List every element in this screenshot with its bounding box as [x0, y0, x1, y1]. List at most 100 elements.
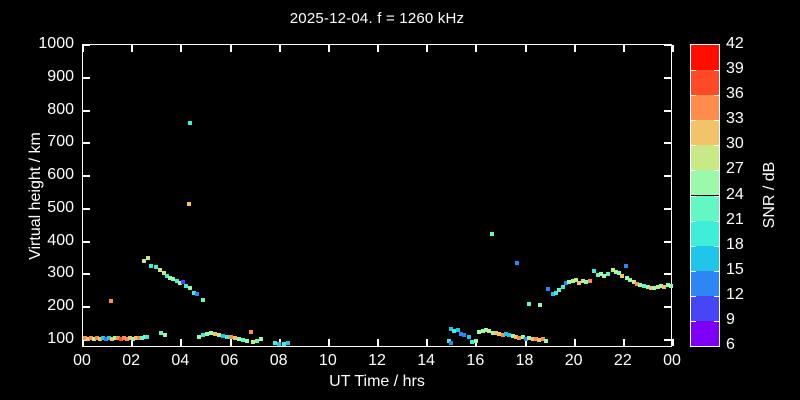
x-tick — [327, 339, 330, 346]
data-point — [213, 331, 217, 336]
data-point — [577, 280, 582, 285]
data-point — [527, 301, 532, 306]
data-point — [192, 290, 197, 295]
x-tick-label: 22 — [613, 352, 632, 369]
data-point — [649, 285, 654, 290]
data-point — [272, 340, 277, 345]
data-point — [241, 337, 246, 342]
y-tick — [83, 273, 90, 276]
data-point — [659, 283, 664, 288]
y-tick-label: 900 — [47, 67, 74, 85]
data-point — [168, 275, 173, 280]
y-tick-right — [664, 44, 671, 46]
data-point — [602, 273, 607, 278]
data-point — [154, 264, 158, 269]
colorbar-tick-label: 21 — [726, 210, 744, 228]
data-point — [236, 336, 241, 341]
data-point — [109, 298, 114, 303]
data-point — [462, 332, 467, 337]
data-point — [251, 339, 256, 344]
colorbar-tick — [691, 220, 696, 222]
data-point — [521, 334, 526, 339]
colorbar-tick — [691, 120, 696, 122]
colorbar-tick — [714, 120, 719, 122]
data-point — [131, 336, 136, 341]
x-tick-top — [278, 45, 281, 52]
data-point — [632, 279, 637, 284]
data-point — [656, 284, 661, 289]
data-point — [162, 270, 167, 275]
colorbar-tick-label: 15 — [726, 260, 744, 278]
data-point — [122, 336, 127, 341]
data-point — [581, 278, 586, 283]
colorbar-tick — [691, 170, 696, 172]
data-point — [574, 277, 579, 282]
y-tick-right — [664, 109, 671, 112]
data-point — [82, 336, 87, 341]
data-point — [546, 286, 551, 291]
data-point — [107, 336, 112, 341]
data-point — [551, 291, 556, 296]
data-point — [570, 278, 575, 283]
x-tick-top — [426, 45, 429, 52]
data-point — [449, 326, 453, 331]
data-point — [510, 333, 515, 338]
x-tick-top — [180, 45, 183, 52]
data-point — [625, 275, 630, 280]
x-tick-label: 06 — [220, 352, 239, 369]
y-tick-label: 100 — [47, 329, 74, 347]
y-tick-right — [664, 338, 671, 341]
data-point — [646, 284, 651, 289]
x-tick-label: 02 — [122, 352, 141, 369]
colorbar-tick — [691, 295, 696, 297]
data-point — [517, 335, 522, 340]
data-point — [567, 279, 571, 284]
colorbar-tick — [714, 170, 719, 172]
colorbar-tick-label: 36 — [726, 85, 744, 103]
data-point — [628, 277, 633, 282]
data-point — [92, 336, 97, 341]
y-tick — [83, 240, 90, 243]
data-point — [459, 331, 464, 336]
data-point — [477, 329, 482, 334]
colorbar-segment — [691, 220, 719, 246]
data-point — [537, 337, 542, 342]
data-point — [652, 285, 657, 290]
data-point — [504, 331, 509, 336]
data-point — [556, 287, 561, 292]
data-point — [606, 271, 611, 276]
x-tick-top — [573, 45, 576, 52]
x-tick-top — [327, 45, 330, 52]
data-point — [534, 336, 539, 341]
colorbar-tick — [691, 70, 696, 72]
data-point — [221, 333, 226, 338]
data-point — [611, 267, 616, 272]
x-tick-label: 18 — [515, 352, 534, 369]
data-point — [598, 271, 603, 276]
colorbar-segment — [691, 295, 719, 321]
data-point — [116, 336, 121, 341]
data-point — [538, 302, 543, 307]
colorbar-tick — [714, 220, 719, 222]
data-point — [170, 276, 175, 281]
x-tick — [131, 339, 134, 346]
colorbar-tick-label: 42 — [726, 35, 744, 52]
colorbar-segment — [691, 95, 719, 121]
snr-colorbar — [690, 44, 720, 347]
x-tick — [180, 339, 183, 346]
colorbar-tick — [714, 295, 719, 297]
x-tick-label: 20 — [564, 352, 583, 369]
colorbar-tick-label: 6 — [726, 336, 735, 353]
y-tick-right — [664, 207, 671, 210]
data-point — [141, 258, 146, 263]
data-point — [494, 330, 498, 335]
data-point — [669, 283, 674, 288]
data-point — [513, 334, 518, 339]
chart-title: 2025-12-04. f = 1260 kHz — [289, 10, 465, 27]
colorbar-tick — [714, 270, 719, 272]
colorbar-tick — [714, 95, 719, 97]
x-tick-label: 14 — [417, 352, 436, 369]
data-point — [583, 279, 588, 284]
y-tick-label: 1000 — [38, 35, 74, 52]
data-point — [128, 336, 133, 341]
